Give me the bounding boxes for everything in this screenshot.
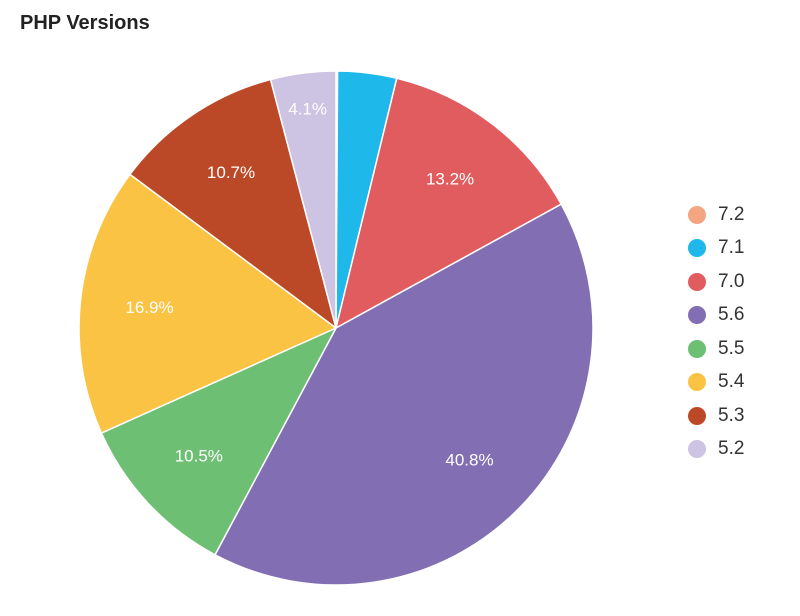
legend-label: 7.0	[718, 270, 745, 292]
data-label-5-5: 10.5%	[175, 446, 223, 465]
legend-label: 5.2	[718, 438, 745, 460]
legend-swatch	[688, 239, 706, 258]
data-label-5-4: 16.9%	[125, 298, 173, 317]
data-label-7-0: 13.2%	[426, 170, 474, 189]
legend-swatch	[688, 272, 706, 291]
legend-item-5-6[interactable]: 5.6	[688, 299, 744, 333]
legend-swatch	[688, 440, 706, 459]
pie-slice-5-5	[100, 327, 337, 556]
legend-swatch	[688, 339, 706, 358]
chart-title: PHP Versions	[20, 12, 150, 34]
legend-swatch	[688, 205, 706, 224]
legend-label: 5.4	[718, 371, 745, 393]
legend-label: 5.5	[718, 337, 745, 359]
legend-item-5-5[interactable]: 5.5	[688, 332, 744, 366]
legend-label: 7.2	[718, 203, 745, 225]
legend-label: 5.6	[718, 304, 745, 326]
legend-item-7-0[interactable]: 7.0	[688, 265, 744, 299]
legend-swatch	[688, 406, 706, 425]
pie-slice-7-0	[335, 77, 562, 329]
legend-item-7-1[interactable]: 7.1	[688, 232, 744, 266]
legend: 7.2 7.1 7.0 5.6 5.5 5.4 5.3 5.2	[688, 198, 744, 466]
pie-slice-5-6	[214, 203, 594, 586]
data-label-5-2: 4.1%	[288, 99, 327, 118]
pie-slice-5-4	[78, 173, 337, 434]
legend-swatch	[688, 373, 706, 392]
legend-item-5-4[interactable]: 5.4	[688, 366, 744, 400]
legend-label: 7.1	[718, 237, 745, 259]
legend-swatch	[688, 306, 706, 325]
data-label-5-3: 10.7%	[207, 163, 255, 182]
pie-slice-5-2	[269, 70, 337, 329]
legend-label: 5.3	[718, 404, 745, 426]
legend-item-5-3[interactable]: 5.3	[688, 399, 744, 433]
legend-item-5-2[interactable]: 5.2	[688, 433, 744, 467]
data-label-5-6: 40.8%	[445, 450, 493, 469]
pie-slice-5-3	[129, 78, 337, 329]
legend-item-7-2[interactable]: 7.2	[688, 198, 744, 232]
